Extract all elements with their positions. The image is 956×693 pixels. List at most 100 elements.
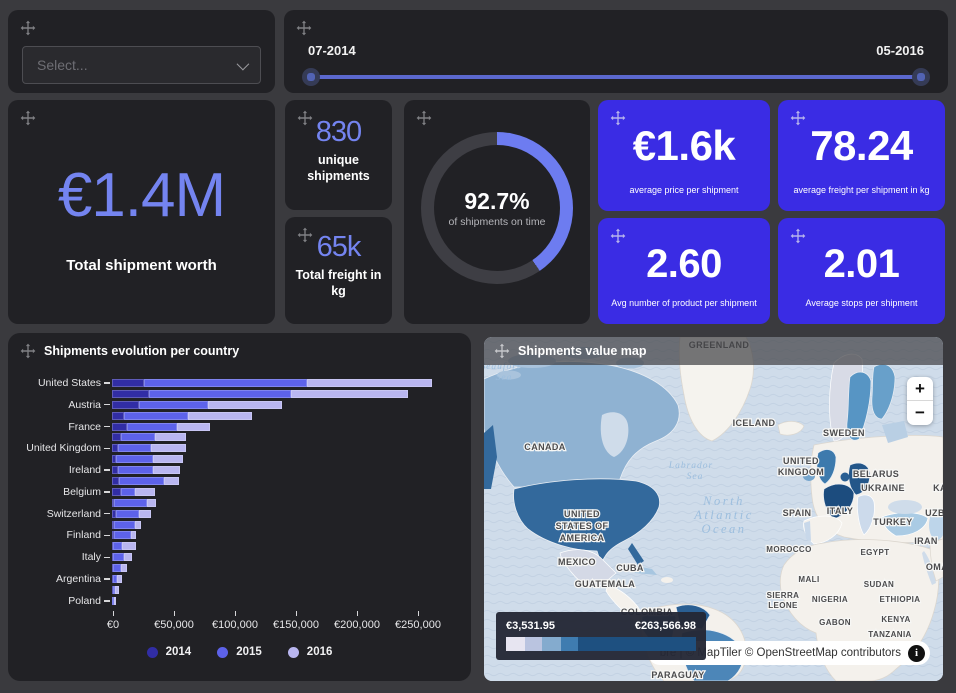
bar-segment-2015 <box>148 389 292 398</box>
bar-row-label: Switzerland <box>46 507 101 520</box>
drag-handle-icon[interactable] <box>297 110 313 126</box>
drag-handle-icon[interactable] <box>20 20 36 36</box>
country-france[interactable] <box>823 483 855 520</box>
legend-dot <box>217 646 229 658</box>
bar-segment-2015 <box>112 596 114 605</box>
middle-east <box>929 538 943 582</box>
slider-start-label: 07-2014 <box>308 43 356 58</box>
drag-handle-icon[interactable] <box>296 20 312 36</box>
x-tick-label: €100,000 <box>212 619 258 631</box>
stacked-bar <box>112 585 120 594</box>
avg-freight-card: 78.24 average freight per shipment in kg <box>778 100 945 211</box>
bar-row-label: Poland <box>68 594 101 607</box>
country-united-kingdom[interactable] <box>816 449 837 485</box>
bar-row: Argentina <box>8 573 463 585</box>
country-select[interactable]: Select... <box>22 46 261 84</box>
bar-row: Poland <box>8 594 463 607</box>
bar-row-label: Austria <box>68 398 101 411</box>
unique-shipments-card: 830 unique shipments <box>285 100 392 210</box>
filter-card: Select... <box>8 10 275 93</box>
bar-segment-2015 <box>120 433 155 442</box>
slider-handle-end[interactable] <box>912 68 930 86</box>
legend-item[interactable]: 2015 <box>217 646 262 658</box>
stacked-bar <box>112 487 155 496</box>
map-country-label: KA <box>933 483 943 493</box>
bar-row-label: Italy <box>81 551 101 564</box>
drag-handle-icon[interactable] <box>416 110 432 126</box>
country-germany[interactable] <box>848 462 871 496</box>
stacked-bar <box>112 379 432 387</box>
stacked-bar <box>112 389 409 398</box>
map-country-label: PARAGUAY <box>651 670 704 680</box>
x-tick-label: €200,000 <box>334 619 380 631</box>
bar-segment-2014 <box>112 444 119 453</box>
drag-handle-icon[interactable] <box>790 228 806 244</box>
x-tick-mark <box>174 611 176 616</box>
date-range-card: 07-2014 05-2016 <box>284 10 948 93</box>
legend-dot <box>146 646 158 658</box>
drag-handle-icon[interactable] <box>610 228 626 244</box>
map-country-label: MALI <box>798 575 819 584</box>
map-header: Shipments value map <box>484 337 943 365</box>
stacked-bar <box>112 444 187 453</box>
country-mexico[interactable] <box>559 549 617 587</box>
bar-segment-2016 <box>138 509 152 518</box>
x-tick-mark <box>418 611 420 616</box>
bar-segment-2014 <box>112 553 114 562</box>
x-tick-label: €50,000 <box>154 619 194 631</box>
stacked-bar <box>112 553 132 562</box>
map-country-label: SWEDEN <box>823 428 865 438</box>
avg-price-label: average price per shipment <box>629 185 739 195</box>
bar-segment-2015 <box>114 520 136 529</box>
map-country-label: GUATEMALA <box>575 579 636 589</box>
stacked-bar <box>112 575 123 584</box>
drag-handle-icon[interactable] <box>20 343 36 359</box>
map-ocean-label: Beaufort <box>484 361 521 372</box>
bar-segment-2014 <box>112 509 116 518</box>
country-italy[interactable] <box>857 494 875 536</box>
x-tick-label: €0 <box>106 619 120 631</box>
country-finland[interactable] <box>871 363 896 420</box>
bar-row <box>8 498 463 507</box>
bar-segment-2016 <box>307 379 432 387</box>
map-country-label: CUBA <box>616 563 644 573</box>
bar-segment-2015 <box>113 542 122 551</box>
zoom-in-button[interactable]: + <box>907 377 933 401</box>
country-usa[interactable] <box>513 478 661 564</box>
us-west-strip[interactable] <box>484 425 497 489</box>
bar-segment-2016 <box>115 585 120 594</box>
bar-segment-2015 <box>115 455 154 464</box>
country-sweden[interactable] <box>846 371 872 441</box>
bar-segment-2015 <box>143 379 308 387</box>
bar-segment-2014 <box>112 498 115 507</box>
bar-row <box>8 389 463 398</box>
drag-handle-icon[interactable] <box>610 110 626 126</box>
info-icon[interactable]: i <box>908 644 925 662</box>
slider-handle-start[interactable] <box>302 68 320 86</box>
country-iceland[interactable] <box>777 421 805 436</box>
legend-item[interactable]: 2016 <box>287 646 332 658</box>
zoom-out-button[interactable]: − <box>907 401 933 425</box>
map-country-label: SIERRA <box>767 591 800 600</box>
unique-shipments-label: unique shipments <box>307 153 370 183</box>
drag-handle-icon[interactable] <box>20 110 36 126</box>
legend-item[interactable]: 2014 <box>146 646 191 658</box>
bar-segment-2014 <box>112 531 114 540</box>
country-ireland[interactable] <box>803 471 815 481</box>
map-country-label: MOROCCO <box>766 545 811 554</box>
country-cuba[interactable] <box>630 565 657 575</box>
bar-row: United States <box>8 377 463 389</box>
stacked-bar <box>112 455 183 464</box>
map-legend: €3,531.95 €263,566.98 <box>496 612 706 660</box>
legend-max-value: €263,566.98 <box>634 620 696 632</box>
drag-handle-icon[interactable] <box>297 227 313 243</box>
bar-row: Switzerland <box>8 507 463 520</box>
bar-row <box>8 411 463 420</box>
slider-track[interactable] <box>310 75 922 79</box>
drag-handle-icon[interactable] <box>494 343 510 359</box>
bar-segment-2014 <box>112 575 113 584</box>
map-ocean-label: Ocean <box>701 522 746 536</box>
drag-handle-icon[interactable] <box>790 110 806 126</box>
attribution-text: bre | © MapTiler © OpenStreetMap contrib… <box>659 647 901 659</box>
date-range-slider[interactable] <box>302 68 930 86</box>
